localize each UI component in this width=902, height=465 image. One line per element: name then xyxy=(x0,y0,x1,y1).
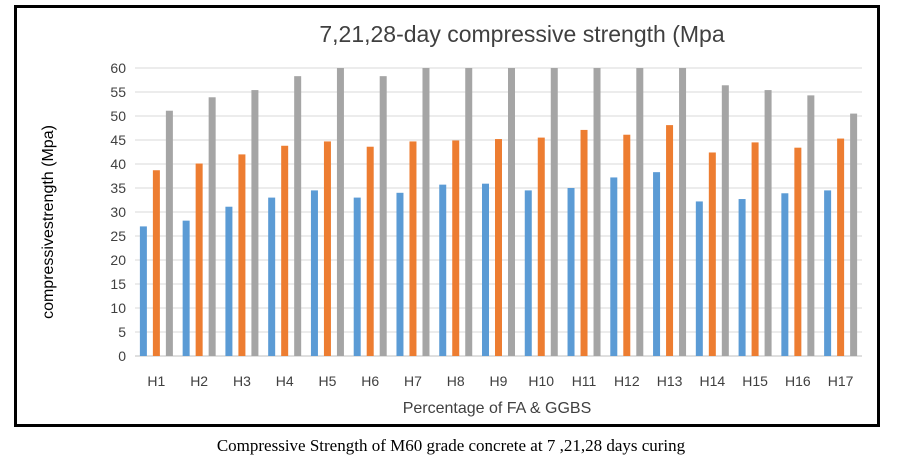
x-tick-label: H6 xyxy=(361,373,379,389)
x-axis-ticks: H1 H2 H3 H4 H5 H6 H7 H8 H9 H10 H11 H12 H13 H14 H15 H16 H… xyxy=(147,373,853,389)
bar-h10-series-2 xyxy=(537,137,545,356)
bar-h7-series-2 xyxy=(409,141,417,356)
bar-h3-series-3 xyxy=(251,90,259,356)
bar-h14-series-2 xyxy=(708,152,716,356)
bar-h17-series-2 xyxy=(837,138,845,356)
figure-caption: Compressive Strength of M60 grade concre… xyxy=(216,436,686,455)
y-tick-label: 50 xyxy=(110,108,126,124)
bar-h9-series-1 xyxy=(482,183,489,356)
bar-h7-series-3 xyxy=(422,68,430,356)
bar-h17-series-3 xyxy=(850,113,858,356)
x-tick-label: H3 xyxy=(233,373,251,389)
bar-h9-series-2 xyxy=(495,139,502,356)
bar-h5-series-1 xyxy=(310,190,318,356)
x-tick-label: H2 xyxy=(190,373,208,389)
y-tick-label: 60 xyxy=(110,60,126,76)
bar-h5-series-3 xyxy=(336,68,344,356)
bar-h12-series-1 xyxy=(610,177,618,356)
bar-h1-series-3 xyxy=(165,110,173,356)
x-tick-label: H1 xyxy=(147,373,165,389)
bar-h8-series-2 xyxy=(452,140,460,356)
x-tick-label: H15 xyxy=(742,373,768,389)
x-axis-label: Percentage of FA & GGBS xyxy=(403,400,592,417)
y-tick-label: 25 xyxy=(110,228,126,244)
bar-h15-series-2 xyxy=(751,142,759,356)
bar-h2-series-3 xyxy=(208,97,216,356)
x-tick-label: H16 xyxy=(785,373,811,389)
bar-h5-series-2 xyxy=(323,141,331,356)
y-tick-label: 5 xyxy=(118,324,126,340)
chart-title: 7,21,28-day compressive strength (Mpa xyxy=(319,21,724,47)
bar-h1-series-1 xyxy=(139,226,147,356)
x-tick-label: H7 xyxy=(404,373,422,389)
bar-h16-series-3 xyxy=(807,95,815,357)
bar-h6-series-2 xyxy=(366,146,374,356)
bars xyxy=(139,68,858,357)
bar-h4-series-2 xyxy=(281,145,289,356)
y-tick-label: 55 xyxy=(110,84,126,100)
y-axis-label: compressivestrength (Mpa) xyxy=(40,125,57,319)
x-tick-label: H12 xyxy=(614,373,640,389)
bar-h6-series-1 xyxy=(353,197,361,356)
bar-h11-series-2 xyxy=(580,129,588,356)
x-tick-label: H14 xyxy=(699,373,725,389)
bar-h4-series-1 xyxy=(268,197,276,356)
bar-h8-series-3 xyxy=(465,68,473,356)
y-axis-ticks: 0 5 10 15 20 25 30 35 40 45 50 55 60 xyxy=(110,60,126,364)
y-tick-label: 10 xyxy=(110,300,126,316)
x-tick-label: H17 xyxy=(828,373,854,389)
y-tick-label: 15 xyxy=(110,276,126,292)
chart-frame: 7,21,28-day compressive strength (Mpa co… xyxy=(14,5,880,427)
bar-h12-series-3 xyxy=(636,68,644,356)
bar-h14-series-3 xyxy=(721,85,729,356)
bar-h3-series-1 xyxy=(225,206,233,356)
bar-h6-series-3 xyxy=(379,76,387,356)
bar-h11-series-3 xyxy=(593,68,601,356)
x-tick-label: H10 xyxy=(528,373,554,389)
bar-h3-series-2 xyxy=(238,154,246,356)
bar-h12-series-2 xyxy=(623,134,631,356)
bar-h10-series-1 xyxy=(524,190,532,356)
bar-h8-series-1 xyxy=(439,184,447,356)
bar-h2-series-1 xyxy=(182,220,190,356)
y-tick-label: 20 xyxy=(110,252,126,268)
bar-h4-series-3 xyxy=(294,76,302,356)
x-tick-label: H9 xyxy=(490,373,508,389)
bar-h11-series-1 xyxy=(567,188,575,356)
y-tick-label: 45 xyxy=(110,132,126,148)
bar-h13-series-2 xyxy=(666,125,674,357)
bar-h15-series-1 xyxy=(738,199,746,356)
x-tick-label: H4 xyxy=(276,373,294,389)
bar-h17-series-1 xyxy=(824,190,832,356)
y-tick-label: 0 xyxy=(118,348,126,364)
x-tick-label: H11 xyxy=(572,373,597,389)
y-tick-label: 30 xyxy=(110,204,126,220)
bar-h14-series-1 xyxy=(695,201,703,356)
x-tick-label: H13 xyxy=(657,373,683,389)
bar-h13-series-3 xyxy=(679,68,687,356)
bar-h15-series-3 xyxy=(764,90,772,356)
x-tick-label: H5 xyxy=(318,373,336,389)
bar-h13-series-1 xyxy=(653,172,661,356)
bar-h1-series-2 xyxy=(152,170,160,356)
bar-h7-series-1 xyxy=(396,192,404,356)
bar-h2-series-2 xyxy=(195,163,203,356)
y-tick-label: 35 xyxy=(110,180,126,196)
bar-h9-series-3 xyxy=(508,68,515,356)
bar-h16-series-1 xyxy=(781,193,789,356)
bar-h16-series-2 xyxy=(794,147,802,356)
x-tick-label: H8 xyxy=(447,373,465,389)
y-tick-label: 40 xyxy=(110,156,126,172)
bar-h10-series-3 xyxy=(550,68,558,356)
bar-chart: 7,21,28-day compressive strength (Mpa co… xyxy=(40,21,862,417)
